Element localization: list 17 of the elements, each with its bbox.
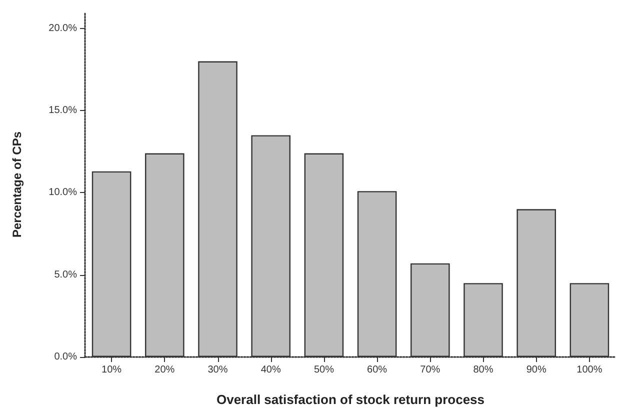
x-tick-label: 50%	[314, 364, 334, 376]
x-tick-label: 60%	[367, 364, 388, 376]
y-tick-label: 0.0%	[54, 352, 78, 362]
x-tick-label: 100%	[576, 364, 602, 376]
y-tick-label: 20.0%	[48, 22, 78, 34]
y-tick-label: 5.0%	[54, 269, 78, 280]
x-axis-title: Overall satisfaction of stock return process	[216, 392, 485, 407]
x-tick-label: 40%	[260, 364, 281, 376]
y-tick-label: 15.0%	[48, 105, 78, 116]
y-axis-title: Percentage of CPs	[10, 131, 24, 238]
x-tick-label: 30%	[208, 364, 228, 376]
x-tick-label: 80%	[473, 364, 494, 376]
x-tick-label: 10%	[102, 364, 122, 376]
y-tick-label: 10.0%	[48, 187, 78, 198]
x-tick-label: 90%	[526, 364, 546, 376]
x-tick-label: 70%	[420, 364, 440, 376]
x-tick-label: 20%	[154, 364, 175, 376]
